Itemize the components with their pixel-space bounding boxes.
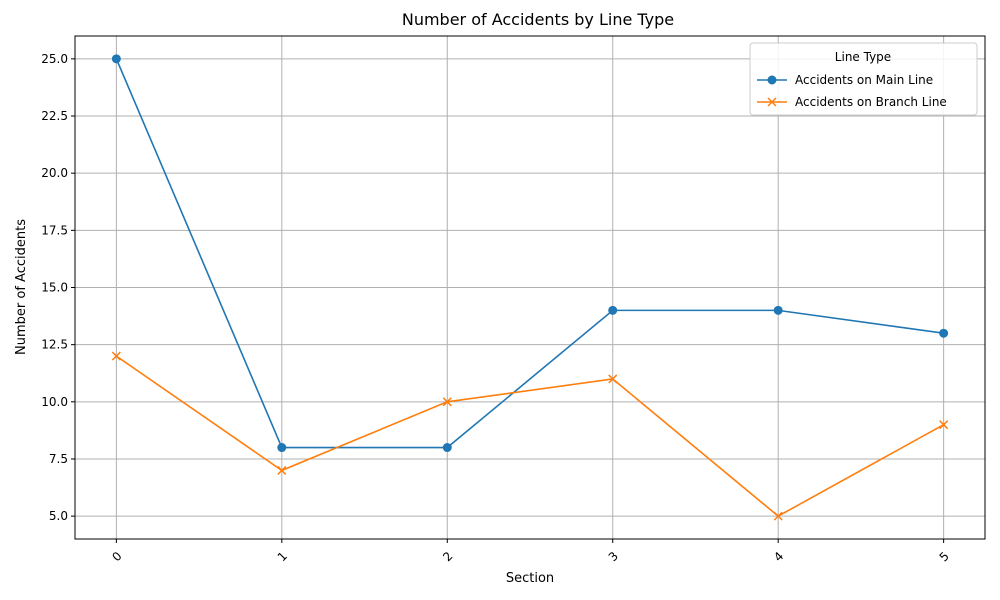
x-axis-label: Section bbox=[506, 571, 554, 586]
legend-box bbox=[749, 42, 978, 116]
series-line bbox=[115, 58, 944, 449]
chart-title: Number of Accidents by Line Type bbox=[402, 10, 674, 29]
y-tick-label: 25.0 bbox=[41, 52, 68, 66]
legend: Line Type Accidents on Main LineAccident… bbox=[749, 42, 978, 116]
data-point bbox=[277, 465, 287, 475]
legend-title: Line Type bbox=[835, 50, 891, 64]
data-point bbox=[608, 374, 618, 384]
y-tick-label: 5.0 bbox=[49, 509, 68, 523]
legend-label: Accidents on Main Line bbox=[795, 73, 933, 87]
y-axis-ticks: 5.0 7.5 10.0 12.5 15.0 17.5 20.0 22.5 25.0 bbox=[41, 52, 75, 523]
data-point bbox=[939, 420, 949, 430]
grid-lines bbox=[75, 36, 985, 539]
y-tick-label: 20.0 bbox=[41, 166, 68, 180]
y-tick-label: 12.5 bbox=[41, 338, 68, 352]
legend-swatch-marker bbox=[767, 97, 777, 107]
data-point bbox=[442, 397, 452, 407]
legend-swatch-marker bbox=[767, 75, 777, 85]
data-point bbox=[773, 305, 783, 315]
legend-items: Accidents on Main Line Accidents on Branc… bbox=[757, 73, 947, 109]
series-line bbox=[115, 355, 945, 518]
legend-item: Accidents on Branch Line bbox=[757, 95, 947, 109]
data-point bbox=[442, 443, 452, 453]
data-point bbox=[111, 54, 121, 64]
legend-item: Accidents on Main Line bbox=[757, 73, 933, 87]
data-point bbox=[608, 305, 618, 315]
series-layer bbox=[111, 54, 949, 521]
series-branch-line bbox=[111, 351, 949, 521]
legend-label: Accidents on Branch Line bbox=[795, 95, 947, 109]
data-point bbox=[773, 511, 783, 521]
y-axis-label: Number of Accidents bbox=[14, 219, 29, 355]
series-main-line bbox=[111, 54, 949, 453]
y-tick-label: 15.0 bbox=[41, 281, 68, 295]
data-point bbox=[939, 328, 949, 338]
data-point bbox=[111, 351, 121, 361]
y-tick-label: 7.5 bbox=[49, 452, 68, 466]
data-point bbox=[277, 443, 287, 453]
y-tick-label: 22.5 bbox=[41, 109, 68, 123]
y-tick-label: 10.0 bbox=[41, 395, 68, 409]
y-tick-label: 17.5 bbox=[41, 223, 68, 237]
